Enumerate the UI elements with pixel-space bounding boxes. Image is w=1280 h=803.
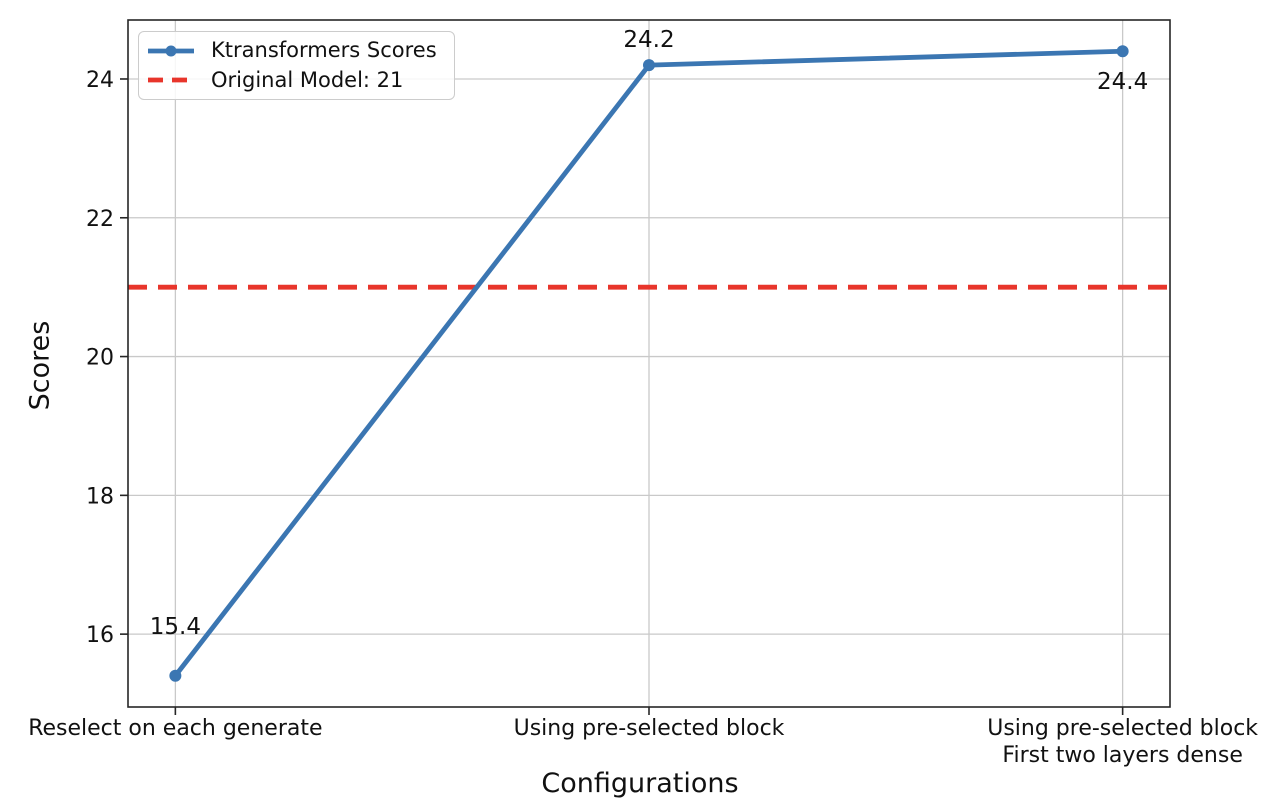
legend: Ktransformers Scores Original Model: 21 <box>138 31 455 100</box>
y-tick-label: 16 <box>86 623 114 648</box>
legend-label-ktransformers: Ktransformers Scores <box>211 38 437 63</box>
data-point-marker <box>643 59 655 72</box>
x-axis-label: Configurations <box>541 768 739 799</box>
axis-ticks <box>120 78 1124 715</box>
legend-entry-ktransformers: Ktransformers Scores <box>147 36 444 66</box>
data-point-marker <box>1116 45 1129 58</box>
point-value-label: 15.4 <box>150 614 201 640</box>
line-marker-sample-icon <box>148 45 194 57</box>
y-tick-label: 24 <box>86 68 114 93</box>
y-tick-label: 20 <box>86 346 114 371</box>
tick-labels: 16 18 20 22 24 Reselect on each generate Using… <box>28 68 1258 768</box>
data-series-layer <box>128 45 1170 682</box>
x-tick-label: Using pre-selected block <box>987 716 1258 741</box>
point-annotations: 15.4 24.2 24.4 <box>150 27 1148 640</box>
x-tick-label: Reselect on each generate <box>28 716 322 741</box>
grid-lines <box>128 20 1170 707</box>
y-tick-label: 18 <box>86 484 114 509</box>
legend-label-original-model: Original Model: 21 <box>211 67 404 92</box>
dashed-line-sample-icon <box>148 77 194 83</box>
x-tick-label: First two layers dense <box>1002 743 1242 768</box>
point-value-label: 24.2 <box>623 27 674 53</box>
data-point-marker <box>169 669 182 682</box>
y-tick-label: 22 <box>86 207 114 232</box>
y-axis-label: Scores <box>24 320 56 411</box>
point-value-label: 24.4 <box>1097 69 1148 95</box>
legend-entry-original-model: Original Model: 21 <box>147 66 444 96</box>
x-tick-label: Using pre-selected block <box>514 716 785 741</box>
